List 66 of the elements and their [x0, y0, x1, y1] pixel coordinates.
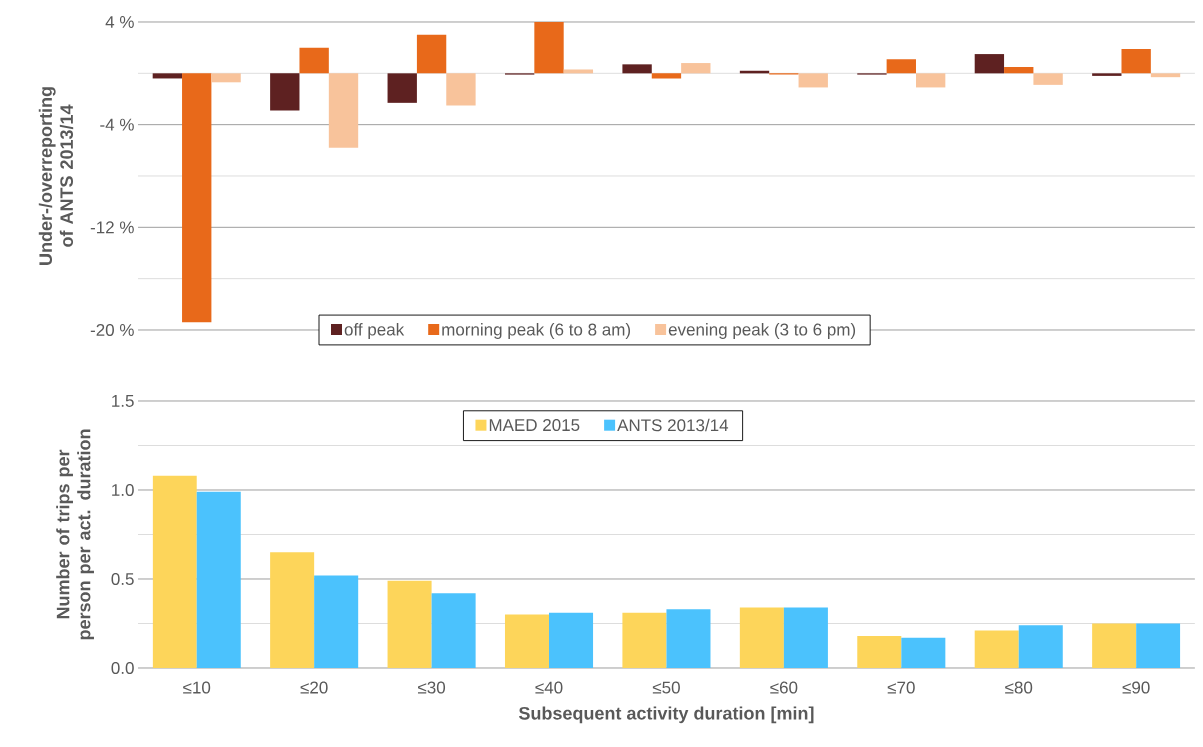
- x-axis-title: Subsequent activity duration [min]: [518, 706, 814, 724]
- bar: [270, 73, 300, 111]
- x-tick-label: ≤80: [1005, 681, 1033, 694]
- legend-label: MAED 2015: [489, 419, 580, 432]
- x-tick-label: ≤30: [417, 681, 446, 694]
- x-tick-label: ≤60: [770, 681, 798, 694]
- bar: [622, 612, 667, 668]
- bar: [416, 34, 447, 74]
- legend-label: morning peak (6 to 8 am): [442, 323, 631, 339]
- bar: [739, 607, 784, 668]
- y-tick-label: 0.0: [111, 661, 134, 675]
- bar: [857, 635, 902, 668]
- bar: [1018, 625, 1063, 668]
- y-tick-label: -20 %: [90, 323, 134, 337]
- bar: [196, 491, 241, 668]
- x-tick-label: ≤90: [1122, 681, 1150, 694]
- x-tick-label: ≤50: [652, 681, 680, 694]
- y-tick-label: -4 %: [100, 118, 134, 131]
- bar: [798, 73, 828, 88]
- bar: [431, 593, 476, 668]
- y-tick-label: 1.5: [112, 395, 134, 407]
- y-axis-title: Number of trips per person per act. duration: [56, 429, 94, 640]
- bar: [666, 609, 711, 668]
- bar: [504, 614, 550, 668]
- bar: [314, 575, 359, 668]
- x-tick-label: ≤20: [300, 681, 328, 694]
- legend-label: evening peak (3 to 6 pm): [668, 323, 856, 339]
- bar: [211, 73, 241, 83]
- bar: [299, 47, 329, 74]
- bar: [901, 637, 946, 668]
- bar: [1033, 73, 1063, 85]
- bar: [387, 73, 417, 103]
- bar: [1121, 48, 1151, 74]
- bar: [915, 73, 946, 88]
- x-tick-label: ≤70: [887, 681, 915, 694]
- bar: [886, 59, 916, 74]
- bar: [328, 73, 359, 148]
- y-tick-label: 1.0: [112, 483, 134, 497]
- bar: [534, 21, 564, 74]
- legend-label: off peak: [344, 323, 405, 339]
- y-axis-title: Under-/overreporting of ANTS 2013/14: [38, 87, 74, 265]
- bar: [152, 475, 197, 668]
- y-tick-label: -12 %: [90, 221, 134, 234]
- bar: [651, 73, 682, 79]
- bar: [1092, 73, 1122, 76]
- bar: [1004, 66, 1034, 74]
- bar: [974, 630, 1019, 668]
- y-tick-label: 4 %: [105, 16, 134, 28]
- bar: [1136, 623, 1181, 668]
- bar: [622, 64, 652, 74]
- bar: [446, 73, 476, 106]
- legend-label: ANTS 2013/14: [617, 418, 729, 432]
- y-tick-label: 0.5: [111, 572, 134, 586]
- bar: [152, 73, 183, 79]
- bar: [1092, 623, 1137, 668]
- bar: [783, 607, 828, 668]
- bar: [182, 73, 212, 323]
- bar: [549, 612, 594, 668]
- bar: [974, 54, 1005, 74]
- x-tick-label: ≤40: [535, 681, 563, 694]
- bar: [563, 69, 594, 74]
- bar: [387, 580, 432, 668]
- bar: [1150, 73, 1181, 78]
- x-tick-label: ≤10: [183, 681, 211, 694]
- bar: [681, 63, 711, 74]
- bar: [270, 552, 315, 668]
